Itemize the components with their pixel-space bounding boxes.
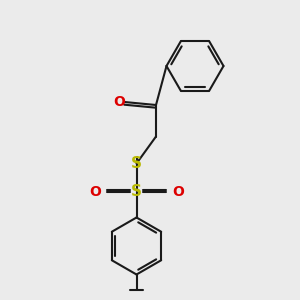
- Text: O: O: [89, 185, 101, 199]
- Text: S: S: [131, 156, 142, 171]
- Text: S: S: [131, 184, 142, 200]
- Text: O: O: [172, 185, 184, 199]
- Text: O: O: [113, 95, 125, 109]
